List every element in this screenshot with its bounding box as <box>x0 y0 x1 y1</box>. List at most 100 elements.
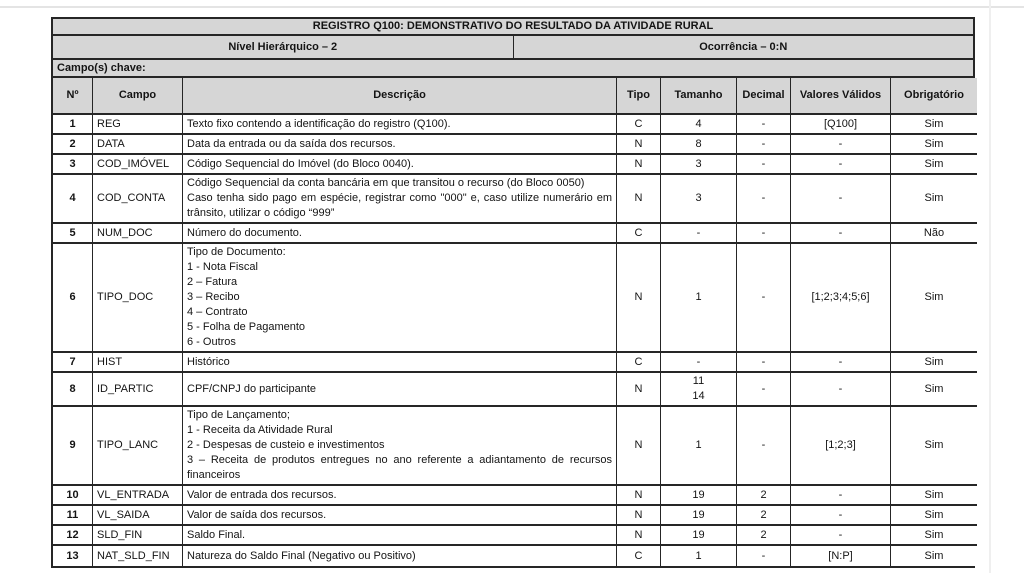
field-type: N <box>617 175 661 224</box>
field-valid-values: [1;2;3] <box>791 407 891 486</box>
field-description: Valor de saída dos recursos. <box>183 506 617 526</box>
field-size: 1 <box>661 546 737 566</box>
field-size: 4 <box>661 115 737 135</box>
column-header-obrigatorio: Obrigatório <box>891 78 977 115</box>
field-description: Histórico <box>183 353 617 373</box>
field-number: 11 <box>53 506 93 526</box>
field-description: Saldo Final. <box>183 526 617 546</box>
field-row: 6 TIPO_DOC Tipo de Documento: 1 - Nota Fis… <box>53 244 977 353</box>
field-required: Sim <box>891 546 977 566</box>
field-type: C <box>617 115 661 135</box>
field-decimal: - <box>737 224 791 244</box>
field-required: Sim <box>891 115 977 135</box>
record-title: REGISTRO Q100: DEMONSTRATIVO DO RESULTAD… <box>53 19 973 36</box>
field-description: Natureza do Saldo Final (Negativo ou Pos… <box>183 546 617 566</box>
field-size: - <box>661 224 737 244</box>
field-decimal: - <box>737 155 791 175</box>
field-row: 13 NAT_SLD_FIN Natureza do Saldo Final (Ne… <box>53 546 977 566</box>
column-header-descricao: Descrição <box>183 78 617 115</box>
field-name: SLD_FIN <box>93 526 183 546</box>
field-size: 19 <box>661 526 737 546</box>
field-name: HIST <box>93 353 183 373</box>
field-number: 2 <box>53 135 93 155</box>
field-number: 13 <box>53 546 93 566</box>
field-row: 3 COD_IMÓVEL Código Sequencial do Imóvel (… <box>53 155 977 175</box>
record-layout-table: REGISTRO Q100: DEMONSTRATIVO DO RESULTAD… <box>51 17 977 568</box>
field-size: - <box>661 353 737 373</box>
field-valid-values: - <box>791 486 891 506</box>
field-decimal: - <box>737 407 791 486</box>
field-row: 4 COD_CONTA Código Sequencial da conta ban… <box>53 175 977 224</box>
field-valid-values: - <box>791 526 891 546</box>
field-required: Sim <box>891 486 977 506</box>
field-size: 3 <box>661 175 737 224</box>
field-name: ID_PARTIC <box>93 373 183 407</box>
field-valid-values: - <box>791 175 891 224</box>
field-required: Sim <box>891 155 977 175</box>
field-description: Código Sequencial do Imóvel (do Bloco 00… <box>183 155 617 175</box>
field-description: Tipo de Lançamento; 1 - Receita da Ativi… <box>183 407 617 486</box>
field-name: VL_SAIDA <box>93 506 183 526</box>
field-valid-values: - <box>791 373 891 407</box>
field-name: DATA <box>93 135 183 155</box>
field-row: 2 DATA Data da entrada ou da saída dos rec… <box>53 135 977 155</box>
field-size: 1 <box>661 244 737 353</box>
field-decimal: - <box>737 353 791 373</box>
field-decimal: 2 <box>737 526 791 546</box>
field-description: CPF/CNPJ do participante <box>183 373 617 407</box>
field-name: NUM_DOC <box>93 224 183 244</box>
field-valid-values: - <box>791 506 891 526</box>
fields-table: Nº Campo Descrição Tipo Tamanho Decimal … <box>53 78 977 566</box>
field-size: 8 <box>661 135 737 155</box>
field-valid-values: [1;2;3;4;5;6] <box>791 244 891 353</box>
field-required: Sim <box>891 244 977 353</box>
nivel-hierarquico-cell: Nível Hierárquico – 2 <box>53 36 514 58</box>
field-type: N <box>617 407 661 486</box>
field-name: TIPO_DOC <box>93 244 183 353</box>
field-number: 4 <box>53 175 93 224</box>
field-row: 5 NUM_DOC Número do documento. C - - - Não <box>53 224 977 244</box>
field-type: N <box>617 373 661 407</box>
field-row: 10 VL_ENTRADA Valor de entrada dos recurso… <box>53 486 977 506</box>
field-decimal: - <box>737 373 791 407</box>
field-decimal: - <box>737 135 791 155</box>
field-type: N <box>617 244 661 353</box>
field-number: 6 <box>53 244 93 353</box>
field-description: Código Sequencial da conta bancária em q… <box>183 175 617 224</box>
field-name: COD_IMÓVEL <box>93 155 183 175</box>
field-required: Sim <box>891 135 977 155</box>
field-valid-values: - <box>791 135 891 155</box>
field-type: C <box>617 546 661 566</box>
field-number: 3 <box>53 155 93 175</box>
column-header-numero: Nº <box>53 78 93 115</box>
field-row: 1 REG Texto fixo contendo a identificação … <box>53 115 977 135</box>
field-number: 5 <box>53 224 93 244</box>
field-required: Sim <box>891 506 977 526</box>
field-name: NAT_SLD_FIN <box>93 546 183 566</box>
field-valid-values: [Q100] <box>791 115 891 135</box>
field-required: Sim <box>891 373 977 407</box>
field-size: 11 14 <box>661 373 737 407</box>
field-required: Sim <box>891 353 977 373</box>
field-decimal: - <box>737 546 791 566</box>
field-required: Sim <box>891 526 977 546</box>
column-header-row: Nº Campo Descrição Tipo Tamanho Decimal … <box>53 78 977 115</box>
field-row: 7 HIST Histórico C - - - Sim <box>53 353 977 373</box>
page-top-rule <box>0 6 1024 8</box>
field-name: VL_ENTRADA <box>93 486 183 506</box>
field-size: 3 <box>661 155 737 175</box>
field-description: Data da entrada ou da saída dos recursos… <box>183 135 617 155</box>
column-header-tamanho: Tamanho <box>661 78 737 115</box>
column-header-campo: Campo <box>93 78 183 115</box>
field-required: Sim <box>891 407 977 486</box>
field-decimal: 2 <box>737 486 791 506</box>
field-decimal: - <box>737 115 791 135</box>
field-required: Não <box>891 224 977 244</box>
field-decimal: - <box>737 244 791 353</box>
field-size: 19 <box>661 506 737 526</box>
field-name: REG <box>93 115 183 135</box>
field-type: C <box>617 224 661 244</box>
field-row: 8 ID_PARTIC CPF/CNPJ do participante N 11 14… <box>53 373 977 407</box>
field-size: 19 <box>661 486 737 506</box>
field-number: 10 <box>53 486 93 506</box>
